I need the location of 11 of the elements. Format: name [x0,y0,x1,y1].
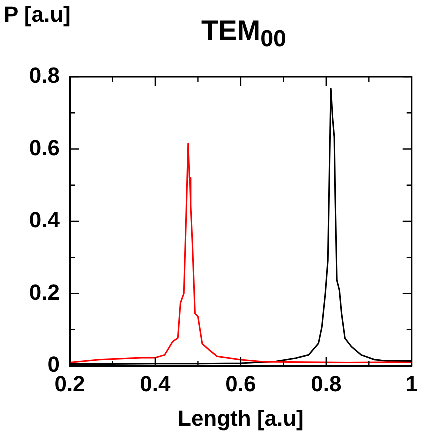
y-tick-label: 0.4 [29,208,61,233]
x-tick-label: 0.8 [311,371,342,396]
x-tick-label: 0.6 [226,371,256,396]
x-axis-title: Length [a.u] [178,406,304,431]
y-axis-title: P [a.u] [4,1,71,29]
y-tick-label: 0.2 [29,280,60,305]
x-tick-label: 1 [406,371,418,396]
x-tick-label: 0.4 [140,371,172,396]
chart-title: TEM$_{00}$ [200,14,288,54]
y-tick-label: 0.6 [29,135,60,160]
y-tick-label: 0.8 [29,63,60,88]
